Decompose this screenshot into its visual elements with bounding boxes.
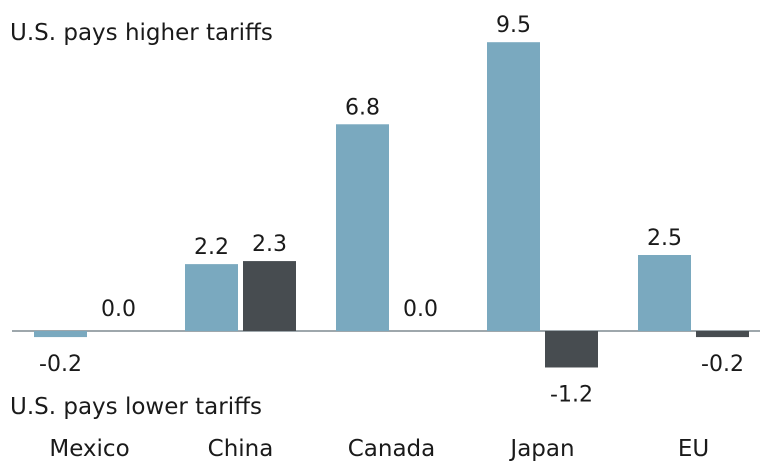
data-label-japan-series-1: 9.5 [496,13,531,38]
data-label-eu-series-2: -0.2 [701,352,744,377]
category-label-china: China [208,436,274,462]
data-label-china-series-2: 2.3 [252,232,287,257]
bar-mexico-series-1 [34,331,87,338]
bar-eu-series-2 [696,331,749,338]
data-label-mexico-series-2: 0.0 [101,297,136,322]
category-label-mexico: Mexico [49,436,129,462]
category-label-canada: Canada [348,436,436,462]
data-label-eu-series-1: 2.5 [647,226,682,251]
bar-canada-series-1 [336,124,389,331]
bar-eu-series-1 [638,255,691,331]
data-label-canada-series-1: 6.8 [345,95,380,120]
data-label-japan-series-2: -1.2 [550,382,593,407]
bar-china-series-2 [243,261,296,331]
category-label-eu: EU [678,436,709,462]
data-label-china-series-1: 2.2 [194,235,229,260]
annotation-lower-tariffs: U.S. pays lower tariffs [10,394,262,420]
data-label-mexico-series-1: -0.2 [39,352,82,377]
category-label-japan: Japan [508,436,574,462]
bar-china-series-1 [185,264,238,331]
bar-japan-series-2 [545,331,598,368]
bar-japan-series-1 [487,42,540,331]
data-label-canada-series-2: 0.0 [403,297,438,322]
annotation-higher-tariffs: U.S. pays higher tariffs [10,20,273,46]
